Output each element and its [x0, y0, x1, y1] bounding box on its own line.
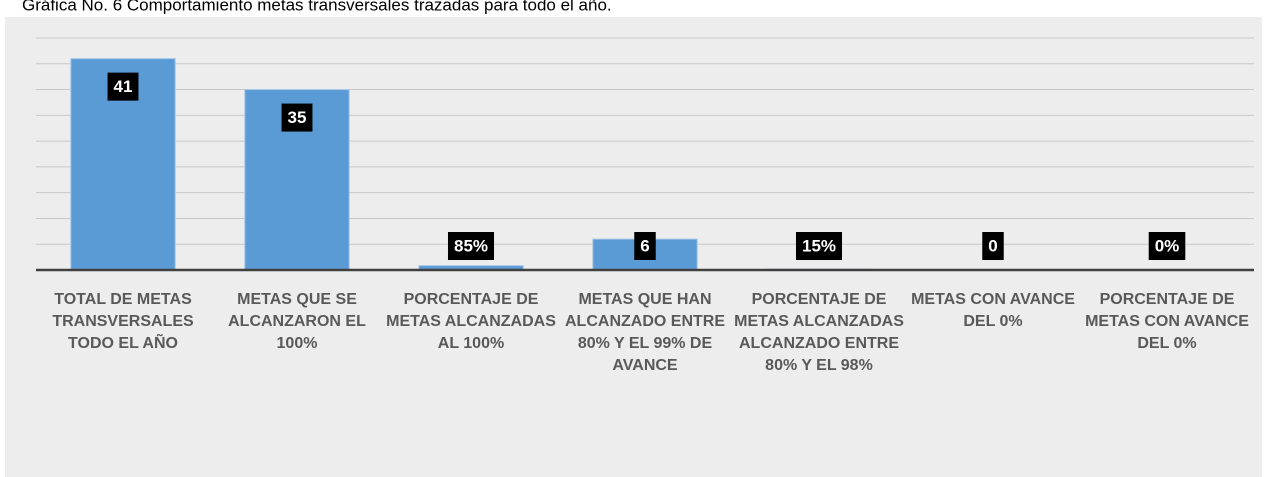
data-label-box [107, 72, 139, 101]
data-label-box [281, 103, 313, 132]
data-label-box [447, 232, 495, 260]
x-tick-label: PORCENTAJE DE METAS ALCANZADAS ALCANZADO E… [734, 291, 904, 374]
x-tick-label: PORCENTAJE DE METAS ALCANZADAS AL 100% [386, 291, 556, 352]
data-label-box [795, 232, 843, 260]
data-label-text: 41 [114, 77, 133, 96]
x-tick-label: TOTAL DE METAS TRANSVERSALES TODO EL AÑO [52, 291, 194, 352]
data-label-text: 6 [640, 236, 649, 255]
data-label-text: 0% [1155, 236, 1180, 255]
data-label-text: 15% [802, 236, 836, 255]
data-label-text: 85% [454, 236, 488, 255]
data-label-text: 35 [288, 108, 307, 127]
chart-title: Gráfica No. 6 Comportamiento metas trans… [22, 0, 612, 14]
x-tick-label: METAS QUE SE ALCANZARON EL 100% [228, 291, 366, 352]
x-tick-label: METAS CON AVANCE DEL 0% [911, 291, 1075, 330]
data-label-box [634, 232, 656, 260]
data-label-text: 0 [988, 236, 997, 255]
data-label-box [982, 232, 1004, 260]
x-tick-label: METAS QUE HAN ALCANZADO ENTRE 80% Y EL 99%… [565, 291, 725, 374]
x-tick-label: PORCENTAJE DE METAS CON AVANCE DEL 0% [1085, 291, 1249, 352]
data-label-box [1148, 232, 1186, 260]
